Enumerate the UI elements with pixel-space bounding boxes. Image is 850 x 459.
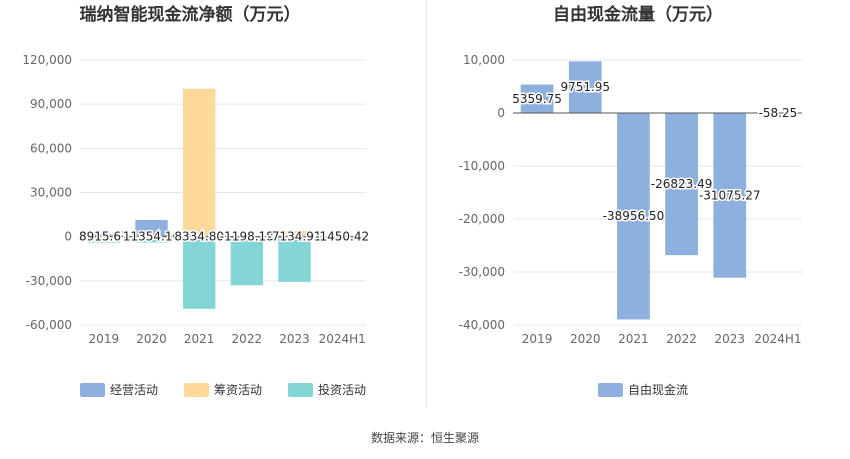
y-tick-label: 120,000	[22, 53, 72, 67]
y-tick-label: 30,000	[30, 186, 72, 200]
data-label: -1450.42	[315, 230, 369, 244]
bar-segment	[230, 237, 264, 242]
left-chart: 120,000 90,000 60,000 30,000 0 -30,000 -60,000…	[22, 53, 370, 346]
bar-segment	[87, 236, 121, 242]
data-label: -26823.49	[651, 177, 713, 191]
y-tick-label: -30,000	[459, 265, 505, 279]
data-label: 5359.75	[512, 92, 562, 106]
data-label: 8334.80	[174, 230, 224, 244]
data-label: -7134.91	[268, 230, 322, 244]
x-tick-label: 2021	[618, 332, 649, 346]
left-legend[interactable]: 经营活动 筹资活动 投资活动	[80, 382, 366, 397]
x-tick-label: 2024H1	[754, 332, 801, 346]
bar	[568, 61, 602, 113]
y-tick-label: -60,000	[26, 318, 72, 332]
bar	[665, 113, 698, 256]
bar	[617, 113, 650, 320]
right-chart: 10,000 0 -10,000 -20,000 -30,000 -40,000 2019 2…	[459, 53, 802, 346]
data-label: -38956.50	[603, 209, 665, 223]
y-tick-label: 0	[497, 106, 505, 120]
right-legend[interactable]: 自由现金流	[598, 382, 688, 397]
x-tick-label: 2021	[184, 332, 215, 346]
bar-segment	[278, 231, 311, 237]
x-tick-label: 2023	[279, 332, 310, 346]
x-tick-label: 2024H1	[319, 332, 366, 346]
bar-segment	[87, 241, 121, 243]
legend-swatch	[80, 383, 105, 397]
x-tick-label: 2023	[714, 332, 745, 346]
chart-title-left: 瑞纳智能现金流净额（万元）	[80, 4, 301, 25]
y-tick-label: -40,000	[459, 318, 505, 332]
bar	[520, 84, 554, 113]
x-tick-label: 2020	[136, 332, 167, 346]
bar-segment	[230, 241, 264, 286]
chart-title-right: 自由现金流量（万元）	[553, 4, 723, 25]
y-tick-label: 90,000	[30, 97, 72, 111]
x-tick-label: 2022	[232, 332, 263, 346]
bar-segment	[182, 237, 216, 309]
legend-label: 经营活动	[110, 383, 158, 397]
bar-segment	[135, 219, 168, 237]
bar-segment	[278, 238, 311, 282]
data-label: -1198.18	[220, 230, 274, 244]
bar-segment	[135, 236, 168, 239]
panel-divider	[426, 0, 427, 408]
x-tick-label: 2020	[570, 332, 601, 346]
x-tick-label: 2022	[666, 332, 697, 346]
data-label: -58.25	[759, 106, 798, 120]
y-tick-label: 0	[64, 230, 72, 244]
data-label: -31075.27	[699, 188, 761, 202]
y-tick-label: -20,000	[459, 212, 505, 226]
legend-swatch	[184, 383, 209, 397]
bar-segment	[230, 236, 264, 238]
data-source-note: 数据来源：恒生聚源	[370, 431, 479, 445]
y-tick-label: -10,000	[459, 159, 505, 173]
y-tick-label: -30,000	[26, 274, 72, 288]
bar-segment	[325, 236, 359, 239]
legend-swatch	[598, 383, 623, 397]
legend-swatch	[288, 383, 313, 397]
y-tick-label: 10,000	[463, 53, 505, 67]
x-tick-label: 2019	[522, 332, 553, 346]
bar-segment	[87, 234, 121, 237]
bar-segment	[278, 236, 311, 239]
x-tick-label: 2019	[89, 332, 120, 346]
bar-segment	[135, 238, 168, 243]
legend-label: 自由现金流	[628, 382, 688, 397]
bar-segment	[182, 88, 216, 237]
data-label: 11354.16	[123, 230, 180, 244]
bar	[713, 113, 747, 278]
data-label: 8915.67	[79, 230, 129, 244]
y-tick-label: 60,000	[30, 141, 72, 155]
legend-label: 投资活动	[318, 382, 366, 397]
legend-label: 筹资活动	[214, 383, 262, 397]
data-label: 9751.95	[560, 80, 610, 94]
